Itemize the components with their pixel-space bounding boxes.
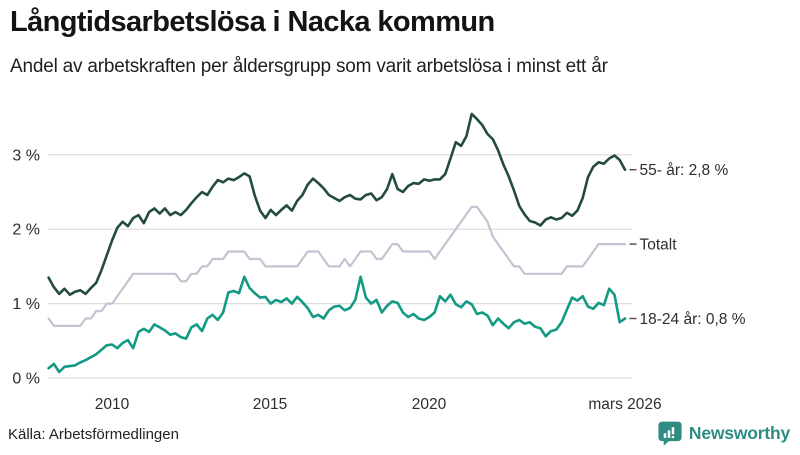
exclamation-bar [671,427,675,435]
bar-2 [667,430,671,438]
series-lines [47,112,627,374]
page-title: Långtidsarbetslösa i Nacka kommun [10,6,495,38]
newsworthy-wordmark: Newsworthy [688,422,790,443]
end-label-55: 55- år: 2,8 % [640,162,729,179]
x-tick-2020: 2020 [412,396,447,413]
source-attribution: Källa: Arbetsförmedlingen [8,426,179,443]
bar-1 [663,433,667,438]
x-tick-mars-2026: mars 2026 [588,396,661,413]
y-axis: 3 % 2 % 1 % 0 % [12,147,40,387]
x-axis: 2010 2015 2020 mars 2026 [95,396,662,413]
x-tick-2010: 2010 [95,396,130,413]
page-subtitle: Andel av arbetskraften per åldersgrupp s… [10,56,608,77]
y-tick-0: 0 % [12,371,40,388]
series-55-line [47,112,627,296]
newsworthy-logo: Newsworthy [657,420,790,446]
series-18-24-line [47,275,627,374]
end-label-18-24: 18-24 år: 0,8 % [640,311,746,328]
newsworthy-icon [658,421,682,446]
gridlines [48,154,632,379]
x-tick-2015: 2015 [253,396,287,413]
end-label-totalt: Totalt [640,237,678,254]
y-tick-3: 3 % [12,147,40,164]
exclamation-dot [671,436,675,439]
series-totalt-line [47,205,627,327]
y-tick-1: 1 % [12,296,40,313]
y-tick-2: 2 % [12,222,40,239]
end-labels: 55- år: 2,8 % Totalt 18-24 år: 0,8 % [629,162,746,328]
